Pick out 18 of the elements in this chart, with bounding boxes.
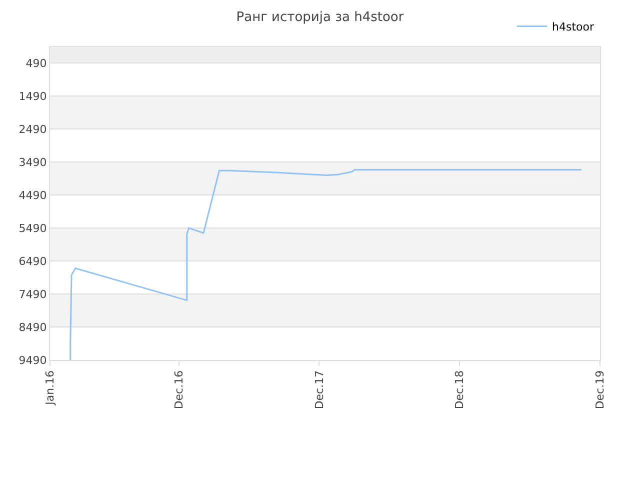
y-tick-label: 9490 — [18, 354, 47, 367]
x-tick-label: Jan.16 — [44, 370, 57, 406]
y-tick-label: 3490 — [18, 156, 47, 169]
y-tick-label: 2490 — [18, 122, 47, 136]
line-series — [70, 168, 582, 360]
x-tick-label: Dec.19 — [594, 370, 607, 410]
y-tick-label: 4490 — [18, 188, 47, 202]
x-tick-label: Dec.17 — [312, 370, 326, 410]
y-tick-label: 5490 — [18, 222, 47, 235]
x-tick-label: Dec.18 — [453, 370, 466, 410]
y-tick-label: 490 — [26, 57, 47, 70]
y-tick-label: 8490 — [18, 320, 47, 334]
y-tick-label: 6490 — [18, 254, 47, 268]
legend-label: h4stoor — [552, 20, 594, 34]
chart-title: Ранг историја за h4stoor — [236, 10, 404, 26]
x-tick-label: Dec.16 — [172, 370, 186, 410]
y-tick-label: 1490 — [18, 90, 47, 103]
y-tick-label: 7490 — [18, 288, 47, 301]
